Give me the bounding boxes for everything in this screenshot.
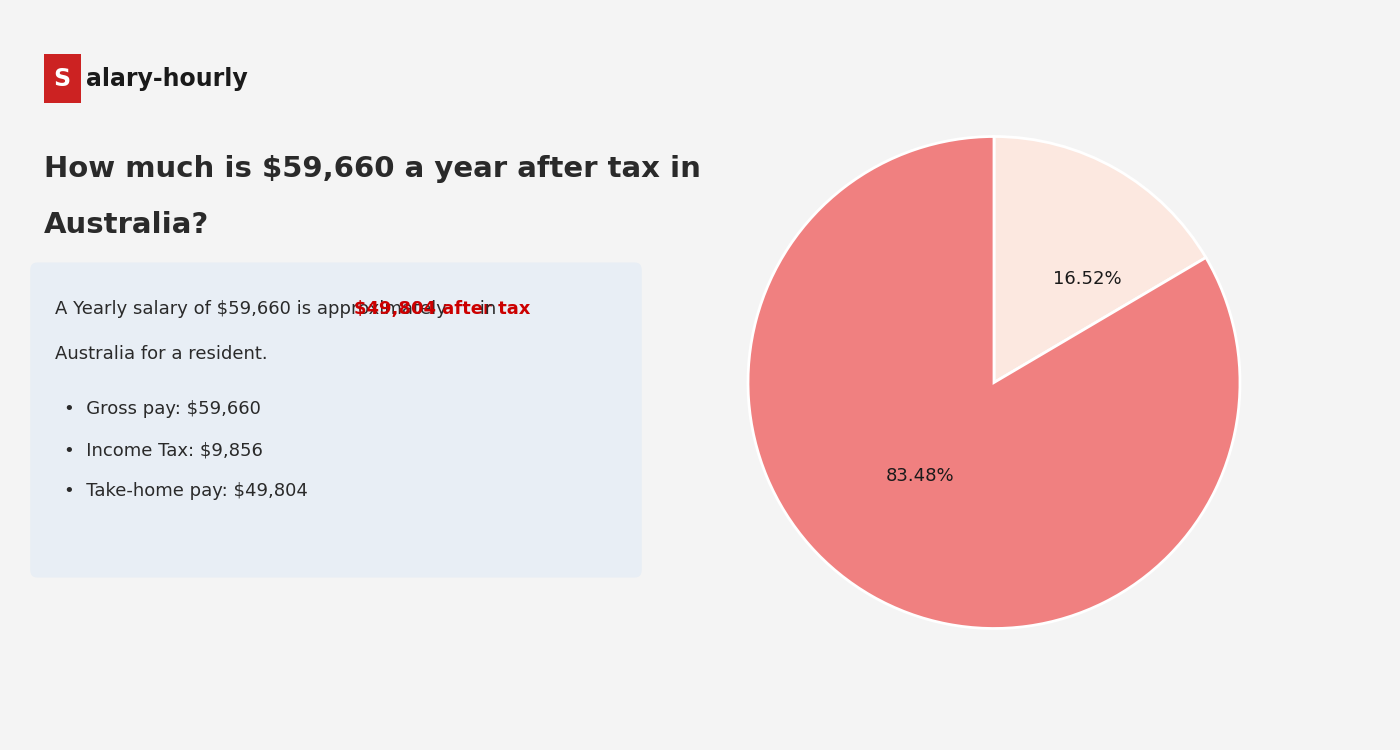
Text: alary-hourly: alary-hourly bbox=[85, 67, 248, 91]
Text: How much is $59,660 a year after tax in: How much is $59,660 a year after tax in bbox=[43, 154, 700, 183]
Text: •  Take-home pay: $49,804: • Take-home pay: $49,804 bbox=[64, 482, 308, 500]
Text: $49,804 after tax: $49,804 after tax bbox=[354, 300, 531, 318]
Text: Australia for a resident.: Australia for a resident. bbox=[55, 345, 267, 363]
Text: 83.48%: 83.48% bbox=[886, 467, 955, 485]
Text: S: S bbox=[53, 67, 71, 91]
Text: •  Gross pay: $59,660: • Gross pay: $59,660 bbox=[64, 400, 260, 418]
Legend: Income Tax, Take-home Pay: Income Tax, Take-home Pay bbox=[664, 0, 1021, 4]
Text: in: in bbox=[475, 300, 497, 318]
Text: 16.52%: 16.52% bbox=[1053, 270, 1121, 288]
Text: •  Income Tax: $9,856: • Income Tax: $9,856 bbox=[64, 441, 263, 459]
Wedge shape bbox=[748, 136, 1240, 628]
FancyBboxPatch shape bbox=[43, 55, 81, 104]
Text: A Yearly salary of $59,660 is approximately: A Yearly salary of $59,660 is approximat… bbox=[55, 300, 452, 318]
Wedge shape bbox=[994, 136, 1205, 382]
FancyBboxPatch shape bbox=[31, 262, 641, 578]
Text: Australia?: Australia? bbox=[43, 211, 209, 239]
